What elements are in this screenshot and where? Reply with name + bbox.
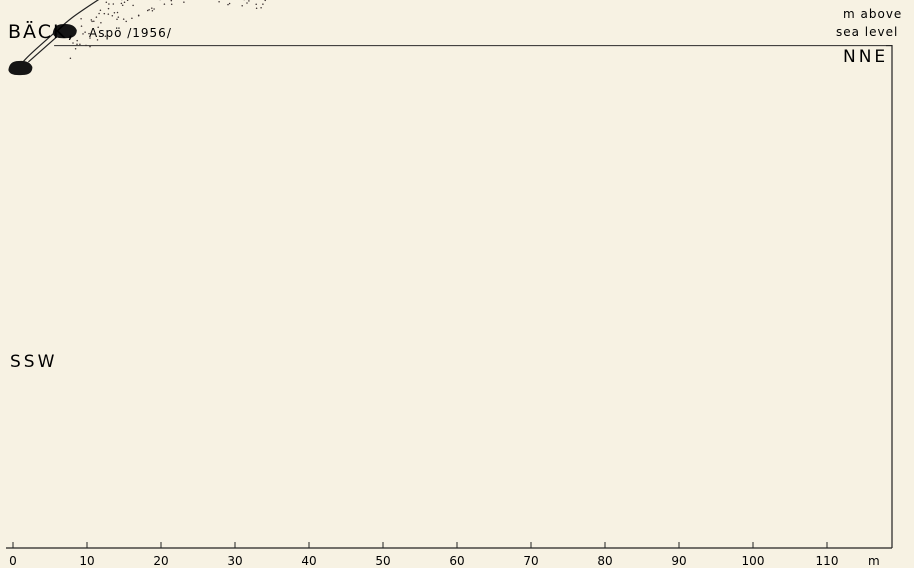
beach-ridge-lines bbox=[54, 45, 892, 47]
stipple-dot bbox=[123, 1, 126, 4]
stipple-dot bbox=[228, 2, 231, 5]
stipple-dot bbox=[218, 1, 220, 3]
stipple-dot bbox=[151, 10, 154, 12]
axes: 01020304050607080901001106789 bbox=[6, 45, 893, 568]
stipple-dot bbox=[85, 44, 87, 47]
stipple-dot bbox=[116, 11, 119, 14]
x-tick-label: 90 bbox=[671, 554, 686, 568]
stipple-dot bbox=[89, 45, 91, 48]
stipple-dot bbox=[117, 16, 120, 18]
stipple-dot bbox=[255, 3, 257, 5]
stipple-dot bbox=[105, 1, 108, 3]
stipple-dot bbox=[108, 3, 110, 5]
x-unit-label: m bbox=[868, 554, 881, 568]
direction-left-label: SSW bbox=[10, 352, 57, 372]
stipple-dot bbox=[125, 20, 127, 23]
stipple-dot bbox=[246, 2, 248, 4]
stipple-dot bbox=[97, 26, 99, 29]
stipple-dot bbox=[248, 0, 250, 2]
direction-right-label: NNE bbox=[843, 47, 888, 67]
stipple-dot bbox=[113, 12, 116, 14]
stipple-dot bbox=[126, 0, 129, 2]
stipple-dot bbox=[262, 3, 264, 5]
stipple-dot bbox=[76, 39, 78, 42]
x-tick-label: 40 bbox=[301, 554, 316, 568]
x-tick-label: 10 bbox=[79, 554, 94, 568]
x-tick-label: 80 bbox=[597, 554, 612, 568]
stipple-dot bbox=[91, 20, 93, 23]
diagram-subtitle: Aspö /1956/ bbox=[89, 26, 172, 40]
stipple-dot bbox=[241, 4, 243, 7]
stipple-dot bbox=[121, 4, 124, 6]
boulder-shape bbox=[8, 60, 33, 76]
stipple-dot bbox=[80, 25, 83, 27]
stipple-dot bbox=[84, 31, 86, 33]
x-tick-label: 100 bbox=[742, 554, 765, 568]
stipple-dot bbox=[72, 42, 74, 44]
boulder-connector-line bbox=[28, 34, 60, 63]
stipple-dot bbox=[100, 21, 102, 24]
stipple-dot bbox=[90, 19, 93, 21]
stipple-dot bbox=[111, 14, 114, 17]
stipple-dot bbox=[69, 57, 72, 59]
stipple-dot bbox=[153, 8, 155, 10]
y-unit-label-line1: m above bbox=[843, 7, 902, 21]
stipple-dot bbox=[89, 37, 91, 39]
stipple-dot bbox=[104, 35, 107, 38]
stipple-dot bbox=[93, 20, 95, 23]
stipple-dot bbox=[163, 3, 166, 5]
stipple-dot bbox=[103, 12, 106, 15]
stipple-dot bbox=[76, 43, 78, 45]
stipple-dot bbox=[116, 18, 118, 20]
stipple-dot bbox=[96, 39, 99, 41]
x-tick-label: 20 bbox=[153, 554, 168, 568]
stipple-dot bbox=[131, 17, 133, 19]
stipple-dot bbox=[74, 48, 77, 50]
stipple-dot bbox=[146, 9, 149, 12]
diagram-title: BÄCK, bbox=[8, 20, 75, 43]
x-tick-label: 60 bbox=[449, 554, 464, 568]
stipple-dot bbox=[98, 12, 100, 15]
x-tick-label: 50 bbox=[375, 554, 390, 568]
stipple-dot bbox=[227, 3, 229, 6]
stipple-dot bbox=[151, 7, 153, 9]
stipple-dot bbox=[112, 3, 115, 5]
y-unit-label-line2: sea level bbox=[836, 25, 898, 39]
stipple-dot bbox=[264, 0, 266, 2]
stipple-dot bbox=[82, 33, 84, 35]
stipple-dot bbox=[170, 0, 173, 2]
x-tick-label: 30 bbox=[227, 554, 242, 568]
stipple-dot bbox=[122, 18, 125, 20]
x-tick-label: 0 bbox=[9, 554, 17, 568]
boulder-shape bbox=[52, 23, 77, 39]
stipple-dot bbox=[80, 17, 82, 20]
stipple-dot bbox=[183, 1, 185, 3]
stipple-dot bbox=[107, 7, 110, 10]
stipple-dot bbox=[107, 13, 110, 15]
stipple-dot bbox=[260, 6, 262, 9]
stipple-dot bbox=[170, 3, 173, 5]
stipple-dot bbox=[148, 9, 150, 11]
stipple-dot bbox=[88, 32, 90, 35]
x-tick-label: 70 bbox=[523, 554, 538, 568]
x-tick-label: 110 bbox=[816, 554, 839, 568]
boulder-markers bbox=[8, 23, 77, 76]
stipple-dot bbox=[137, 15, 140, 17]
stipple-dot bbox=[255, 7, 258, 9]
stipple-dot bbox=[79, 43, 81, 46]
boulder-marker bbox=[52, 23, 77, 39]
stipple-shading bbox=[69, 0, 266, 59]
stipple-dot bbox=[95, 16, 98, 18]
stipple-dot bbox=[99, 9, 102, 12]
boulder-marker bbox=[8, 60, 33, 76]
stipple-dot bbox=[120, 2, 123, 5]
stipple-dot bbox=[132, 4, 134, 7]
